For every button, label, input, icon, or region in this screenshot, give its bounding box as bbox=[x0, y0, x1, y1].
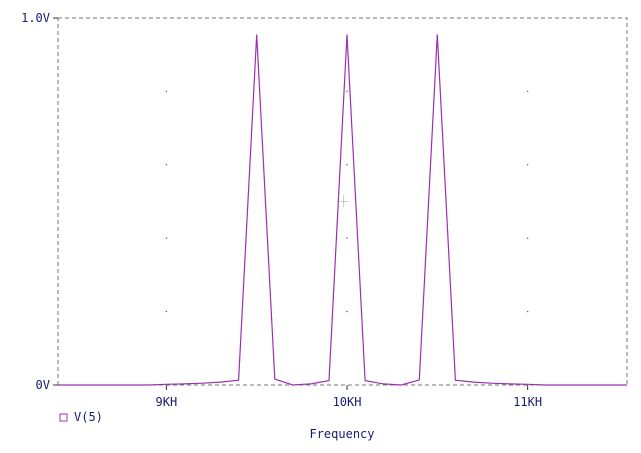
legend-label-v5: V(5) bbox=[74, 410, 103, 424]
x-axis-title: Frequency bbox=[309, 427, 374, 441]
legend: V(5) bbox=[59, 410, 103, 424]
series-line-v5 bbox=[58, 34, 627, 386]
grid-dot bbox=[165, 237, 168, 239]
x-tick-label: 10KH bbox=[333, 395, 362, 409]
y-tick-label: 1.0V bbox=[21, 11, 50, 25]
grid-dot bbox=[526, 164, 529, 166]
x-tick-label: 9KH bbox=[156, 395, 178, 409]
grid-dot bbox=[346, 310, 348, 313]
plot-frame bbox=[57, 17, 628, 386]
grid-dot bbox=[165, 90, 168, 93]
grid-dot bbox=[526, 310, 529, 313]
grid-dot bbox=[346, 164, 348, 166]
grid bbox=[165, 90, 529, 313]
axis-ticks: 9KH 10KH 11KH 0V 1.0V bbox=[21, 11, 542, 409]
grid-dot bbox=[526, 237, 529, 239]
series-layer bbox=[58, 34, 627, 386]
y-tick-label: 0V bbox=[36, 378, 50, 392]
grid-dot bbox=[526, 90, 529, 93]
grid-dot bbox=[346, 237, 348, 239]
x-tick-label: 11KH bbox=[513, 395, 542, 409]
legend-marker bbox=[59, 413, 68, 422]
grid-dot bbox=[165, 164, 168, 166]
grid-dot bbox=[165, 310, 168, 313]
grid-dot bbox=[346, 90, 348, 93]
